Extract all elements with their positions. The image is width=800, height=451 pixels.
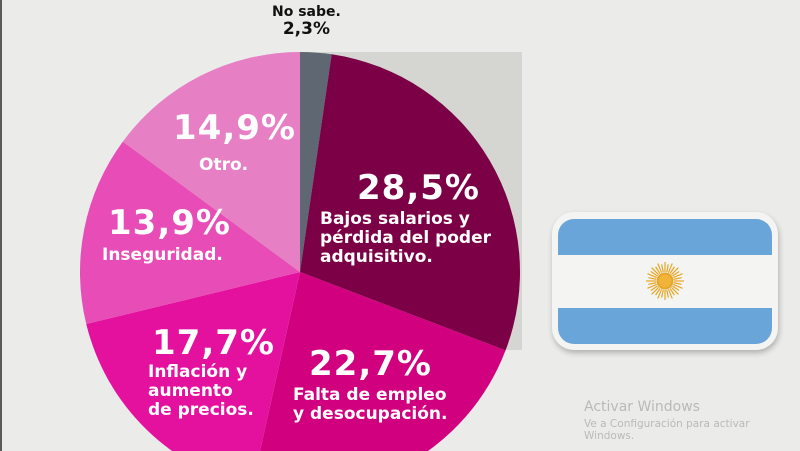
argentina-flag <box>552 212 778 350</box>
pie-slice <box>86 272 300 451</box>
label-inseguridad: 13,9% Inseguridad. <box>102 203 231 265</box>
activation-watermark-subtitle: Ve a Configuración para activar Windows. <box>584 418 750 442</box>
label-inflacion: 17,7% Inflación y aumento de precios. <box>148 323 275 420</box>
pie-slice <box>79 141 300 325</box>
pie-slice <box>300 52 332 272</box>
label-no-sabe: No sabe. 2,3% <box>272 4 341 39</box>
left-edge <box>0 0 2 451</box>
label-empleo: 22,7% Falta de empleo y desocupación. <box>293 344 448 424</box>
flag-bottom-band <box>558 308 772 344</box>
label-salarios: 28,5% Bajos salarios y pérdida del poder… <box>320 168 492 267</box>
flag-top-band <box>558 219 772 255</box>
pie-slice <box>122 52 300 272</box>
pie-slice <box>300 54 520 351</box>
pie-slice <box>259 272 506 451</box>
activation-watermark-title: Activar Windows <box>584 399 700 415</box>
sun-of-may-icon <box>646 262 684 300</box>
label-otro: 14,9% Otro. <box>173 108 296 175</box>
